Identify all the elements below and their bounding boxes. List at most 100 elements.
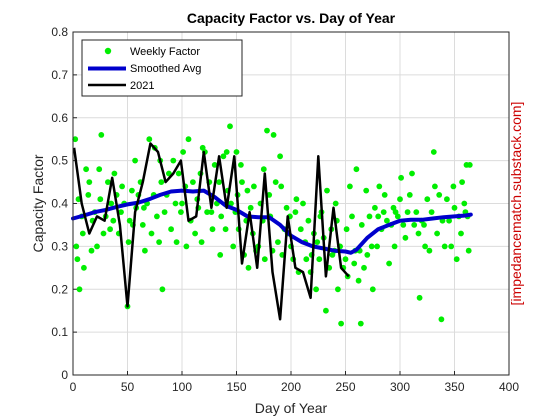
weekly-factor-point (204, 209, 211, 216)
weekly-factor-point (227, 123, 233, 130)
year-2021-line (72, 142, 350, 321)
weekly-factor-point (216, 179, 223, 186)
weekly-factor-point (338, 320, 344, 327)
weekly-factor-point (300, 200, 306, 207)
weekly-factor-point (390, 204, 397, 211)
weekly-factor-point (118, 209, 124, 216)
weekly-factor-point (428, 209, 435, 216)
weekly-factor-point (239, 179, 245, 186)
weekly-factor-point (406, 192, 413, 198)
weekly-factor-point (422, 243, 428, 250)
weekly-factor-point (208, 209, 215, 216)
weekly-factor-point (129, 187, 135, 194)
weekly-factor-point (394, 213, 401, 220)
weekly-factor-point (361, 264, 367, 271)
y-axis-label: Capacity Factor (30, 154, 46, 252)
weekly-factor-point (192, 230, 199, 237)
weekly-factor-point (349, 213, 355, 220)
legend-label-2021: 2021 (130, 80, 154, 92)
weekly-factor-point (172, 200, 179, 207)
weekly-factor-point (161, 209, 168, 216)
weekly-factor-point (94, 243, 100, 250)
weekly-factor-point (397, 196, 403, 203)
weekly-factor-point (391, 243, 398, 250)
legend: Weekly Factor Smoothed Avg 2021 (81, 39, 243, 97)
weekly-factor-point (228, 200, 234, 207)
y-tick-label: 0.3 (51, 239, 68, 253)
weekly-factor-point (139, 222, 146, 228)
legend-label-weekly: Weekly Factor (130, 46, 200, 58)
weekly-factor-point (168, 226, 175, 233)
x-tick-label: 0 (70, 380, 77, 394)
weekly-factor-point (323, 307, 329, 314)
weekly-factor-point (426, 247, 433, 254)
weekly-factor-point (372, 204, 378, 211)
weekly-factor-point (211, 162, 218, 168)
weekly-factor-point (314, 239, 321, 246)
weekly-factor-point (81, 264, 87, 271)
weekly-factor-point (446, 217, 452, 224)
weekly-factor-point (392, 209, 399, 216)
x-tick-label: 50 (121, 380, 135, 394)
weekly-factor-point (142, 247, 148, 254)
weekly-factor-point (76, 286, 83, 293)
weekly-factor-point (357, 320, 364, 327)
weekly-factor-point (313, 286, 319, 293)
weekly-factor-point (98, 132, 105, 138)
weekly-factor-point (434, 230, 440, 237)
weekly-factor-point (277, 153, 283, 160)
x-tick-label: 100 (172, 380, 192, 394)
weekly-factor-point (119, 183, 125, 190)
weekly-factor-point (293, 196, 300, 203)
y-tick-label: 0.1 (51, 325, 68, 339)
weekly-factor-point (355, 277, 362, 284)
weekly-factor-point (466, 162, 473, 168)
weekly-factor-point (251, 183, 257, 190)
y-tick-label: 0.2 (51, 282, 68, 296)
weekly-factor-point (79, 230, 86, 237)
weekly-factor-point (292, 209, 299, 216)
weekly-factor-point (180, 149, 187, 155)
weekly-factor-point (178, 209, 184, 216)
weekly-factor-point (107, 226, 113, 233)
weekly-factor-point (358, 222, 365, 228)
legend-marker-weekly (104, 47, 112, 55)
weekly-factor-point (217, 252, 224, 258)
weekly-factor-point (297, 226, 304, 233)
weekly-factor-point (141, 204, 147, 211)
weekly-factor-point (450, 183, 457, 190)
weekly-factor-point (343, 226, 350, 233)
weekly-factor-point (156, 239, 163, 246)
weekly-factor-point (96, 166, 103, 173)
chart-title: Capacity Factor vs. Day of Year (187, 10, 396, 26)
weekly-factor-point (185, 136, 192, 143)
y-tick-label: 0.7 (51, 68, 68, 82)
weekly-factor-point (218, 213, 225, 220)
weekly-factor-point (245, 264, 252, 271)
weekly-factor-point (409, 170, 415, 177)
weekly-factor-point (175, 170, 182, 177)
weekly-factor-point (278, 183, 285, 190)
weekly-factor-point (453, 256, 460, 263)
weekly-factor-point (402, 234, 409, 241)
weekly-factor-point (303, 256, 310, 263)
weekly-factor-point (413, 209, 420, 216)
legend-label-smoothed: Smoothed Avg (130, 63, 201, 75)
weekly-factor-point (83, 166, 89, 173)
x-tick-label: 150 (226, 380, 246, 394)
weekly-factor-point (283, 204, 290, 211)
x-axis-label: Day of Year (255, 400, 328, 416)
weekly-factor-point (305, 217, 312, 224)
weekly-factor-point (85, 192, 92, 198)
weekly-factor-point (238, 162, 244, 168)
weekly-factor-point (158, 179, 165, 186)
weekly-factor-point (132, 157, 139, 164)
weekly-factor-point (97, 196, 104, 203)
x-tick-label: 250 (335, 380, 355, 394)
weekly-factor-point (461, 200, 468, 207)
weekly-factor-point (270, 132, 277, 138)
weekly-factor-point (261, 256, 268, 263)
y-tick-label: 0.5 (51, 154, 68, 168)
x-tick-label: 350 (444, 380, 464, 394)
